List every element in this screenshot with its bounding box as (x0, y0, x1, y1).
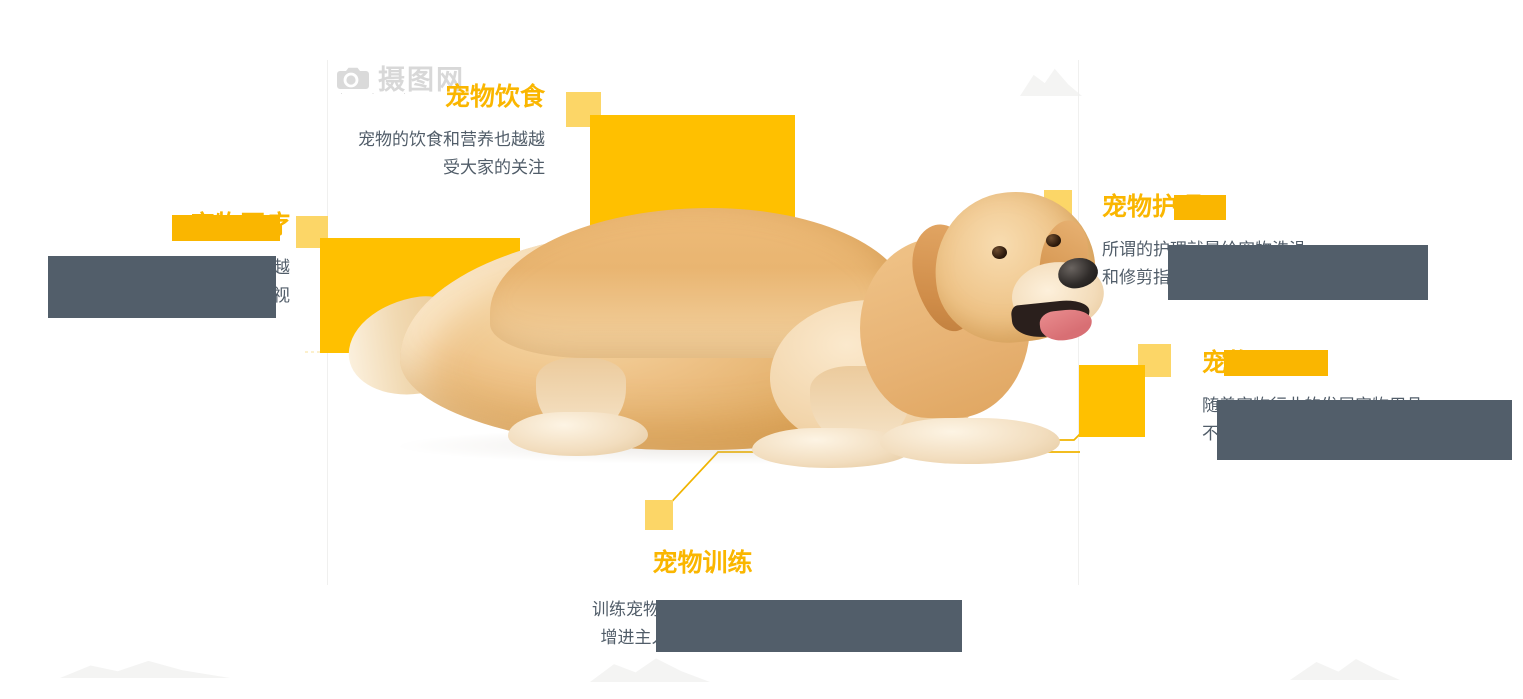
decor-mountain-icon (1290, 659, 1400, 680)
redaction-title-pet-grooming (1174, 195, 1226, 220)
marker-square-pet-grooming (1044, 190, 1072, 218)
redaction-block-pet-supplies (1079, 365, 1145, 437)
callout-title-pet-diet: 宠物饮食 (444, 83, 545, 111)
callout-body-line-1: 宠物的饮食和营养也越越 (358, 130, 545, 149)
watermark-subtext: · · · (340, 88, 419, 98)
camera-icon (336, 65, 370, 91)
redaction-title-pet-medical (172, 215, 280, 241)
callout-title-pet-grooming: 宠物护理 (1102, 193, 1203, 221)
redaction-body-pet-grooming (1168, 245, 1428, 300)
watermark-text: 摄图网 (378, 65, 465, 95)
marker-square-pet-training (645, 500, 673, 530)
redaction-body-pet-supplies (1217, 400, 1512, 460)
callout-title-pet-training: 宠物训练 (652, 549, 753, 577)
redaction-body-pet-medical (48, 256, 276, 318)
panel-edge-right (1078, 60, 1079, 585)
decor-mountain-icon (590, 658, 710, 682)
callout-pet-diet: 宠物饮食 宠物的饮食和营养也越越 受大家的关注 (240, 82, 545, 181)
redaction-body-pet-training (656, 600, 962, 652)
watermark: 摄图网 (336, 58, 465, 97)
redaction-block-pet-medical (320, 238, 520, 353)
callout-body-line-2: 受大家的关注 (443, 157, 545, 177)
redaction-title-pet-supplies (1224, 350, 1328, 376)
decor-mountain-icon (60, 660, 230, 678)
redaction-block-pet-diet (590, 115, 795, 240)
